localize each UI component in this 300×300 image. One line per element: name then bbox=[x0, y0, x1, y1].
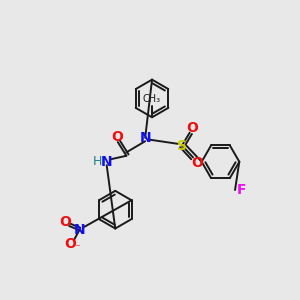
Text: S: S bbox=[177, 139, 187, 152]
Text: N: N bbox=[140, 131, 151, 145]
Text: H: H bbox=[93, 155, 102, 168]
Text: ⁻: ⁻ bbox=[75, 243, 80, 253]
Text: N: N bbox=[101, 155, 112, 169]
Text: O: O bbox=[186, 121, 198, 134]
Text: O: O bbox=[64, 237, 76, 251]
Text: O: O bbox=[191, 156, 203, 170]
Text: N: N bbox=[74, 223, 85, 237]
Text: O: O bbox=[111, 130, 123, 144]
Text: F: F bbox=[237, 183, 247, 197]
Text: CH₃: CH₃ bbox=[143, 94, 161, 104]
Text: O: O bbox=[59, 215, 71, 229]
